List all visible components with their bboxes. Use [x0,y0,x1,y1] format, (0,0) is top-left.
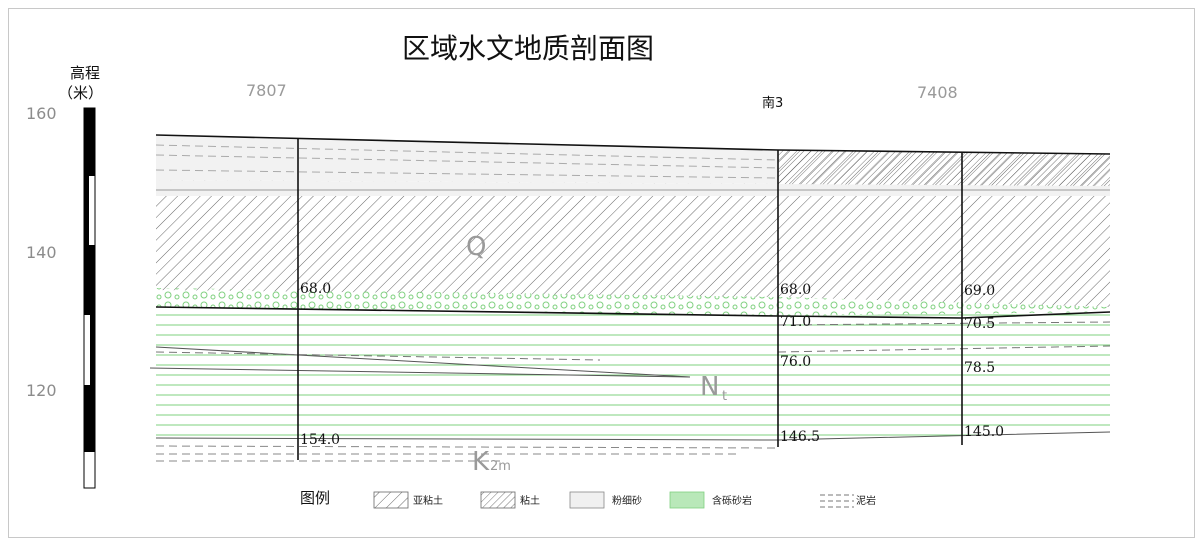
unit-n [149,308,1111,440]
unit-label-q: Q [466,232,486,262]
unit-q [155,135,1110,307]
legend-swatch-gravelly-sandstone [669,491,705,509]
legend-swatch-clay [480,491,516,509]
legend-swatch-fine-sand [569,491,605,509]
legend-label: 含砾砂岩 [712,494,752,507]
depth-label: 76.0 [780,354,811,370]
depth-label: 68.0 [300,281,331,297]
well-name: 7807 [246,81,287,100]
page-title: 区域水文地质剖面图 [402,32,654,65]
depth-label: 68.0 [780,282,811,298]
legend-title: 图例 [300,489,330,507]
unit-k [155,432,1110,462]
legend-label: 粉细砂 [612,494,642,507]
legend: 图例 亚粘土 粘土 粉细砂 含砾砂岩 泥岩 [300,489,876,509]
depth-label: 71.0 [780,314,811,330]
depth-label: 154.0 [300,432,340,448]
tick-label: 160 [26,104,57,123]
depth-label: 146.5 [780,429,820,445]
tick-label: 140 [26,243,57,262]
elevation-axis-unit: （米） [58,84,103,102]
unit-label-k: K [472,447,490,477]
elevation-scale-bar [83,107,96,489]
depth-label: 70.5 [964,316,995,332]
legend-label: 泥岩 [856,494,876,507]
gravel-layer [156,288,1110,316]
legend-label: 粘土 [520,494,540,507]
legend-swatch-subclay [373,491,409,509]
unit-label-n-sub: t [722,389,727,404]
legend-label: 亚粘土 [413,494,443,507]
elevation-axis-title: 高程 [70,64,100,82]
depth-label: 145.0 [964,424,1004,440]
unit-label-n: N [700,372,719,402]
depth-label: 69.0 [964,283,995,299]
well-name: 南3 [762,95,783,111]
well-name: 7408 [917,83,958,102]
legend-swatch-mudstone [820,494,854,508]
depth-label: 78.5 [964,360,995,376]
tick-label: 120 [26,381,57,400]
unit-label-k-sub: 2m [490,459,511,474]
